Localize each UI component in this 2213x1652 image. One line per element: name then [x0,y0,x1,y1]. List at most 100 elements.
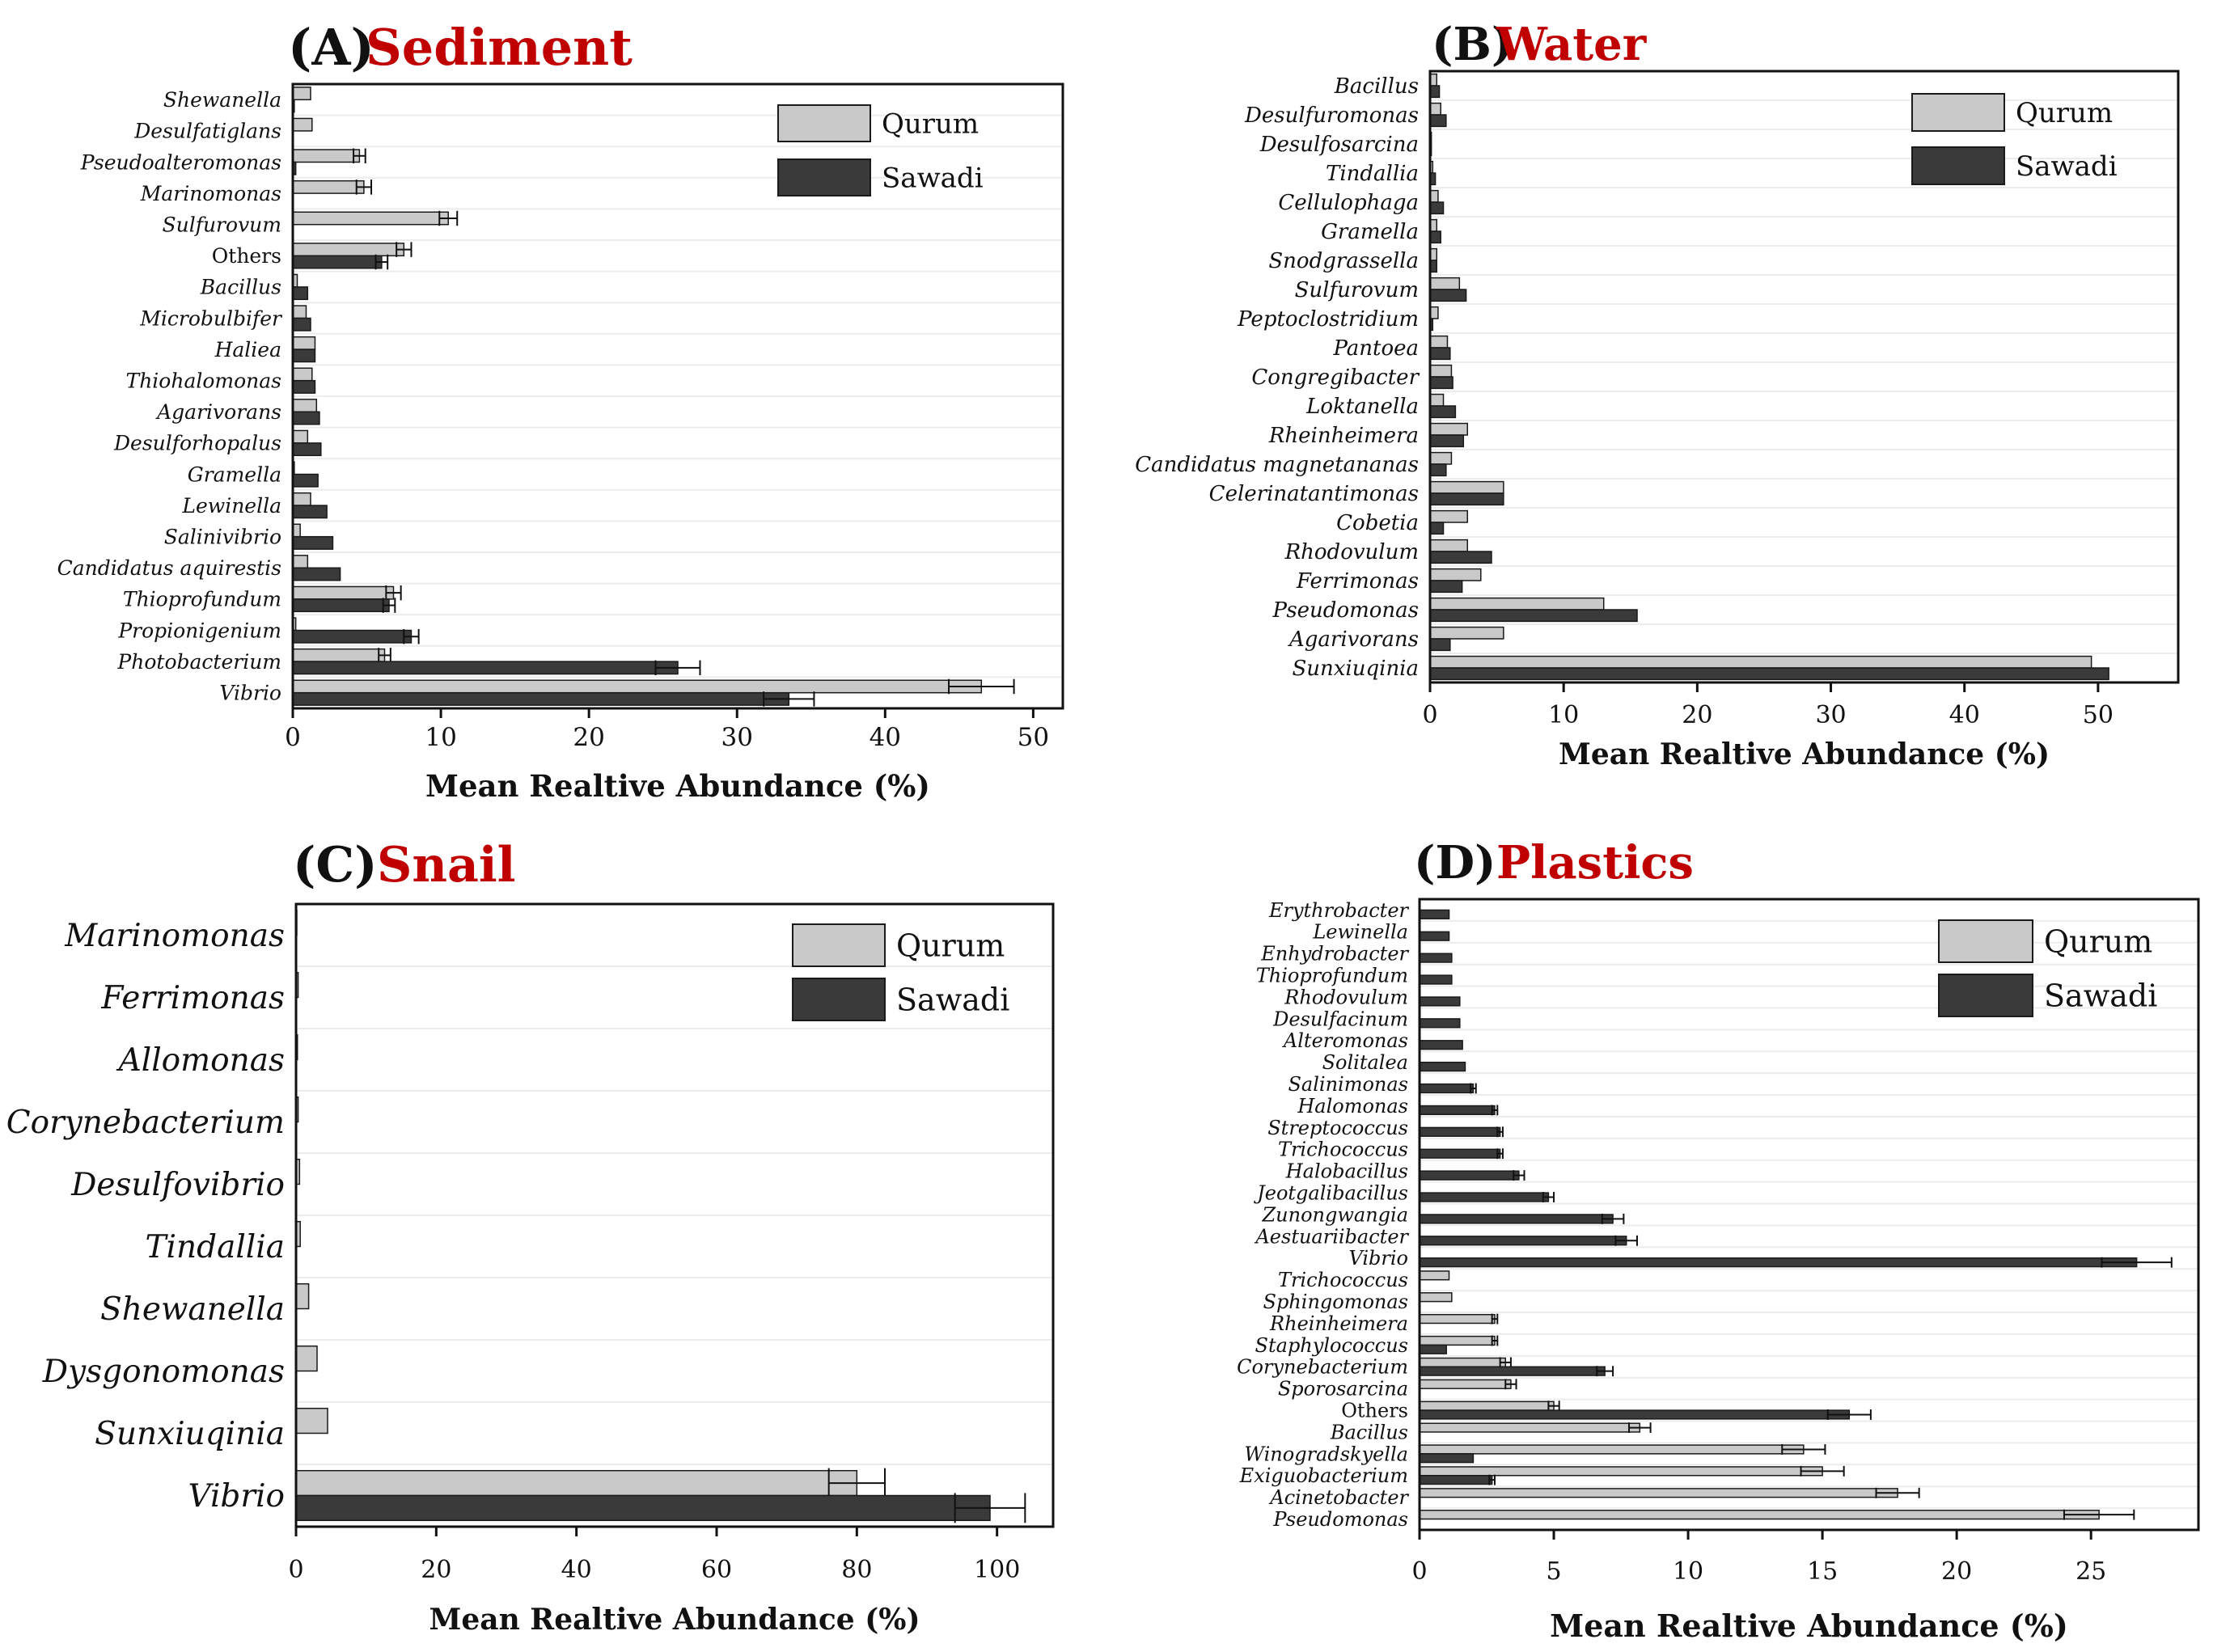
bar-sawadi-microbulbifer [292,317,311,332]
category-label-thiohalomonas: Thiohalomonas [126,369,281,392]
category-label-bacillus: Bacillus [1334,74,1419,99]
bar-qurum-sulfurovum [1429,277,1461,290]
legend-swatch-sawadi [1938,974,2033,1017]
category-label-snodgrassella: Snodgrassella [1268,249,1419,273]
bar-qurum-exiguobacterium [1419,1466,1823,1477]
bar-sawadi-staphylococcus [1419,1344,1447,1354]
category-label-haliea: Haliea [214,338,281,361]
x-tick-label: 40 [1949,701,1980,729]
legend-label-qurum: Qurum [896,928,1005,964]
x-tick-label: 20 [1682,701,1712,729]
bar-sawadi-aestuariibacter [1419,1236,1627,1246]
bar-sawadi-cobetia [1429,522,1445,535]
bar-qurum-ferrimonas [1429,568,1482,581]
panel-a-sediment: (A)Sediment Shewanella Desulfatiglans Pseud… [57,18,1064,804]
category-label-trichococcus: Trichococcus [1278,1269,1408,1291]
x-tick-label: 15 [1807,1557,1838,1586]
category-label-zunongwangia: Zunongwangia [1261,1203,1408,1226]
category-label-erythrobacter: Erythrobacter [1268,899,1410,922]
x-tick-label: 30 [1815,701,1846,729]
category-label-candidatus-aquirestis: Candidatus aquirestis [57,556,281,580]
x-tick-label: 10 [1548,701,1579,729]
bar-sawadi-exiguobacterium [1419,1475,1493,1485]
category-label-congregibacter: Congregibacter [1251,365,1420,390]
category-label-thioprofundum: Thioprofundum [1256,965,1408,987]
bar-sawadi-streptococcus [1419,1126,1501,1137]
category-label-alteromonas: Alteromonas [1282,1029,1408,1052]
bar-sawadi-solitalea [1419,1061,1466,1072]
legend-swatch-qurum [777,104,871,142]
category-label-salinimonas: Salinimonas [1288,1073,1408,1096]
category-label-acinetobacter: Acinetobacter [1268,1486,1409,1509]
legend-label-qurum: Qurum [882,108,979,141]
category-label-sunxiuqinia: Sunxiuqinia [1292,657,1419,681]
bar-sawadi-vibrio [292,691,790,706]
category-label-dysgonomonas: Dysgonomonas [42,1354,285,1390]
bar-qurum-rhodovulum [1429,539,1468,552]
bar-sawadi-lewinella [1419,931,1450,941]
x-axis-title: Mean Realtive Abundance (%) [1550,1608,2068,1644]
bar-qurum-thiohalomonas [292,367,313,382]
bar-sawadi-loktanella [1429,405,1457,419]
x-tick-label: 80 [841,1556,872,1584]
bar-qurum-rheinheimera [1419,1313,1496,1325]
bar-qurum-candidatus-magnetananas [1429,451,1453,465]
panel-b-water: (B)Water Bacillus Desulfuromonas Desulfosar… [1135,18,2180,771]
category-label-others: Others [1341,1399,1408,1422]
panel-letter-plastics: (D) [1414,836,1496,889]
category-label-enhydrobacter: Enhydrobacter [1260,943,1409,965]
panel-title-snail: Snail [377,837,515,894]
category-label-winogradskyella: Winogradskyella [1244,1443,1408,1465]
category-label-vibrio: Vibrio [1348,1247,1408,1270]
bar-sawadi-thioprofundum [1419,974,1453,985]
bar-qurum-sphingomonas [1419,1292,1453,1303]
plot-frame [294,902,1055,1528]
legend-label-sawadi: Sawadi [2044,978,2157,1014]
plot-frame [1428,70,2180,684]
category-label-sunxiuqinia: Sunxiuqinia [95,1416,285,1452]
category-label-rheinheimera: Rheinheimera [1269,1312,1408,1335]
x-axis-title: Mean Realtive Abundance (%) [425,768,930,804]
bar-qurum-agarivorans [292,399,318,413]
category-label-corynebacterium: Corynebacterium [6,1105,285,1141]
bar-qurum-vibrio [295,1469,858,1497]
bar-sawadi-halobacillus [1419,1170,1520,1181]
category-label-ferrimonas: Ferrimonas [1296,569,1419,594]
legend-swatch-sawadi [1911,146,2005,185]
category-label-bacillus: Bacillus [200,276,281,299]
legend-swatch-sawadi [792,978,886,1021]
bar-qurum-pseudomonas [1419,1510,2100,1520]
category-label-desulfacinum: Desulfacinum [1272,1008,1408,1030]
bar-qurum-staphylococcus [1419,1335,1496,1346]
legend-label-sawadi: Sawadi [882,163,984,195]
bar-sawadi-others [1419,1409,1851,1420]
bar-sawadi-cellulophaga [1429,201,1445,215]
category-label-halobacillus: Halobacillus [1285,1160,1408,1183]
bar-sawadi-candidatus-magnetananas [1429,463,1447,477]
panel-title-water: Water [1496,18,1648,71]
x-tick-label: 25 [2075,1557,2106,1586]
bar-sawadi-salinimonas [1419,1083,1475,1094]
category-label-pantoea: Pantoea [1332,336,1419,361]
bar-sawadi-agarivorans [292,411,320,425]
bar-sawadi-lewinella [292,505,328,519]
bar-sawadi-rhodovulum [1419,996,1461,1007]
bar-sawadi-celerinatantimonas [1429,492,1504,506]
category-label-lewinella: Lewinella [181,494,281,518]
x-tick-label: 30 [721,723,753,752]
bar-sawadi-ferrimonas [1429,580,1463,594]
category-label-propionigenium: Propionigenium [117,619,281,642]
category-label-shewanella: Shewanella [100,1291,285,1328]
category-label-vibrio: Vibrio [219,681,281,704]
legend-swatch-qurum [1911,93,2005,132]
category-label-ferrimonas: Ferrimonas [100,980,285,1016]
bar-qurum-celerinatantimonas [1429,480,1504,494]
category-label-streptococcus: Streptococcus [1267,1117,1408,1139]
legend-swatch-sawadi [777,158,871,196]
x-tick-label: 50 [1018,723,1049,752]
x-tick-label: 5 [1546,1557,1561,1586]
category-label-marinomonas: Marinomonas [64,918,285,954]
category-label-gramella: Gramella [1321,220,1419,244]
category-label-desulfovibrio: Desulfovibrio [70,1167,285,1203]
